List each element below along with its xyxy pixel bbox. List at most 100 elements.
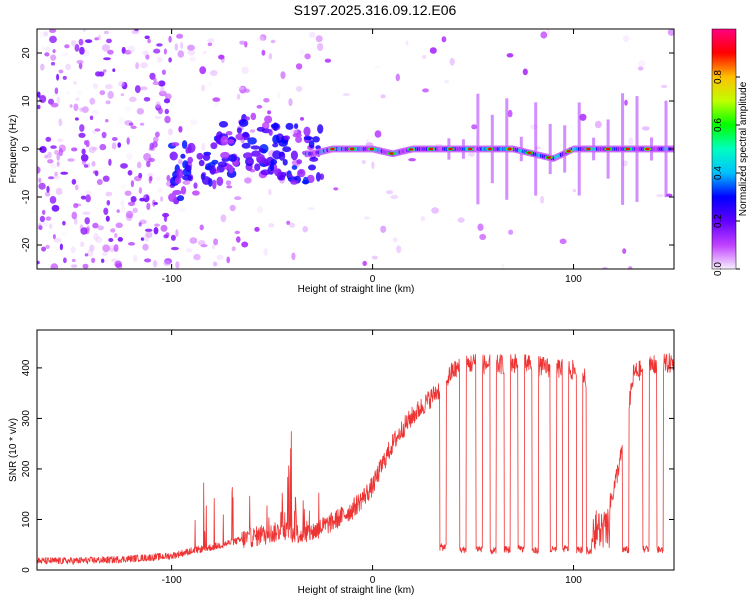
spectrogram-noise-cell <box>128 45 136 53</box>
spectrogram-noise-cell <box>73 81 77 85</box>
spectrogram-signal-cell <box>297 168 306 178</box>
spectrogram-noise-cell <box>56 153 60 161</box>
spectrogram-noise-cell <box>71 258 76 263</box>
spectrogram-noise-cell <box>200 244 208 248</box>
spectrogram-noise-cell <box>138 222 142 227</box>
spectrogram-noise-cell <box>45 244 50 249</box>
spectrogram-noise-cell <box>239 40 246 45</box>
spectrogram-noise-cell <box>101 251 108 256</box>
spectrogram-noise-cell <box>129 96 137 103</box>
spectrogram-noise-cell <box>95 71 102 77</box>
spectrogram-noise-cell <box>101 44 110 52</box>
spectrogram-noise-cell <box>146 202 151 211</box>
spectrogram-noise-cell <box>128 122 134 126</box>
spectrogram-noise-cell <box>101 131 107 139</box>
spectrogram-noise-cell <box>45 216 52 221</box>
spectrogram-noise-cell <box>39 215 46 223</box>
spectrogram-noise-cell <box>54 87 59 95</box>
snr-x-tick-label: 100 <box>565 575 582 586</box>
spectrogram-noise-cell <box>81 106 89 113</box>
spectrogram-noise-cell <box>107 49 114 55</box>
spectrogram-noise-cell <box>622 35 630 43</box>
spectrogram-noise-cell <box>207 38 215 43</box>
spectrogram-noise-cell <box>144 35 150 40</box>
spectrogram-noise-cell <box>50 145 57 149</box>
spectrogram-noise-cell <box>163 260 171 267</box>
spectrogram-signal-cell <box>244 116 250 121</box>
spectrogram-noise-cell <box>103 57 111 61</box>
spectrogram-noise-cell <box>62 220 66 226</box>
spectrogram-noise-cell <box>164 115 171 124</box>
spectrogram-noise-cell <box>138 187 143 194</box>
colorbar-tick-label: 0.6 <box>713 118 724 132</box>
spectrogram-noise-cell <box>178 207 187 212</box>
spectrogram-noise-cell <box>212 97 221 102</box>
spectrogram-noise-cell <box>120 163 128 169</box>
spectrogram-signal-cell <box>272 150 282 160</box>
spectrogram-noise-cell <box>208 81 212 88</box>
spectrogram-noise-cell <box>317 43 324 51</box>
colorbar-tick-label: 0.8 <box>713 70 724 84</box>
spectrogram-noise-cell <box>79 107 84 112</box>
spectrogram-noise-cell <box>637 66 644 71</box>
spectrogram-noise-cell <box>449 57 455 66</box>
snr-y-tick-label: 200 <box>21 460 32 477</box>
spectrogram-noise-cell <box>156 43 163 47</box>
spectrogram-noise-cell <box>106 38 112 44</box>
spectrogram-peak-center <box>369 147 374 151</box>
spectrogram-noise-cell <box>422 88 429 93</box>
spectrogram-signal-cell <box>247 159 253 164</box>
spectrogram-noise-cell <box>48 176 55 180</box>
spectrogram-noise-cell <box>89 115 94 121</box>
spectrogram-noise-cell <box>117 237 124 242</box>
spectrogram-noise-cell <box>50 263 59 269</box>
spectrogram-noise-cell <box>82 211 91 215</box>
spectrogram-noise-cell <box>85 39 93 43</box>
spectrogram-noise-cell <box>189 119 198 126</box>
spectrogram-noise-cell <box>126 137 130 145</box>
spectrogram-noise-cell <box>134 85 141 94</box>
spectrogram-noise-cell <box>82 263 89 269</box>
spectrogram-noise-cell <box>168 128 173 136</box>
spectrogram-noise-cell <box>120 93 125 97</box>
spectrogram-noise-cell <box>508 229 514 235</box>
spectrogram-noise-cell <box>116 209 120 213</box>
spectrogram-noise-cell <box>37 166 41 174</box>
spectrogram-peak-center <box>468 147 473 151</box>
spectrogram-noise-cell <box>153 77 157 83</box>
spectrogram-signal-cell <box>241 142 251 149</box>
spectrogram-noise-cell <box>92 222 99 229</box>
spectrogram-noise-cell <box>49 29 57 33</box>
spectrogram-noise-cell <box>38 177 42 183</box>
spectrogram-signal-cell <box>260 169 271 176</box>
spectrogram-noise-cell <box>111 258 118 263</box>
spectrogram-signal-cell <box>272 122 278 131</box>
spectrogram-noise-cell <box>71 147 78 152</box>
spectrogram-noise-cell <box>147 38 151 44</box>
spectrogram-signal-cell <box>285 122 294 130</box>
spectrogram-noise-cell <box>158 80 166 87</box>
spectrogram-noise-cell <box>324 58 332 63</box>
spectrogram-signal-cell <box>180 186 187 195</box>
spectrogram-noise-cell <box>84 253 89 257</box>
spectrogram-signal-cell <box>256 126 265 132</box>
spectrogram-signal-cell <box>174 177 182 184</box>
spectrogram-noise-cell <box>254 226 260 232</box>
spectrogram-noise-cell <box>138 172 143 179</box>
spectrogram-noise-cell <box>67 158 75 162</box>
spectrogram-noise-cell <box>234 196 242 201</box>
spectrogram-noise-cell <box>164 108 169 115</box>
spectrogram-noise-cell <box>157 107 163 115</box>
spectrogram-noise-cell <box>110 228 116 233</box>
spectrogram-noise-cell <box>441 36 447 43</box>
spectrogram-noise-cell <box>291 252 296 261</box>
spectrogram-noise-cell <box>236 86 245 91</box>
spectrogram-noise-cell <box>49 196 57 204</box>
spectrogram-signal-cell <box>312 136 320 143</box>
spectrogram-signal-cell <box>247 137 257 145</box>
spectrogram-noise-cell <box>234 230 240 235</box>
spectrogram-noise-cell <box>87 248 94 257</box>
spectrogram-noise-cell <box>58 69 64 74</box>
spectrogram-noise-cell <box>155 101 161 109</box>
